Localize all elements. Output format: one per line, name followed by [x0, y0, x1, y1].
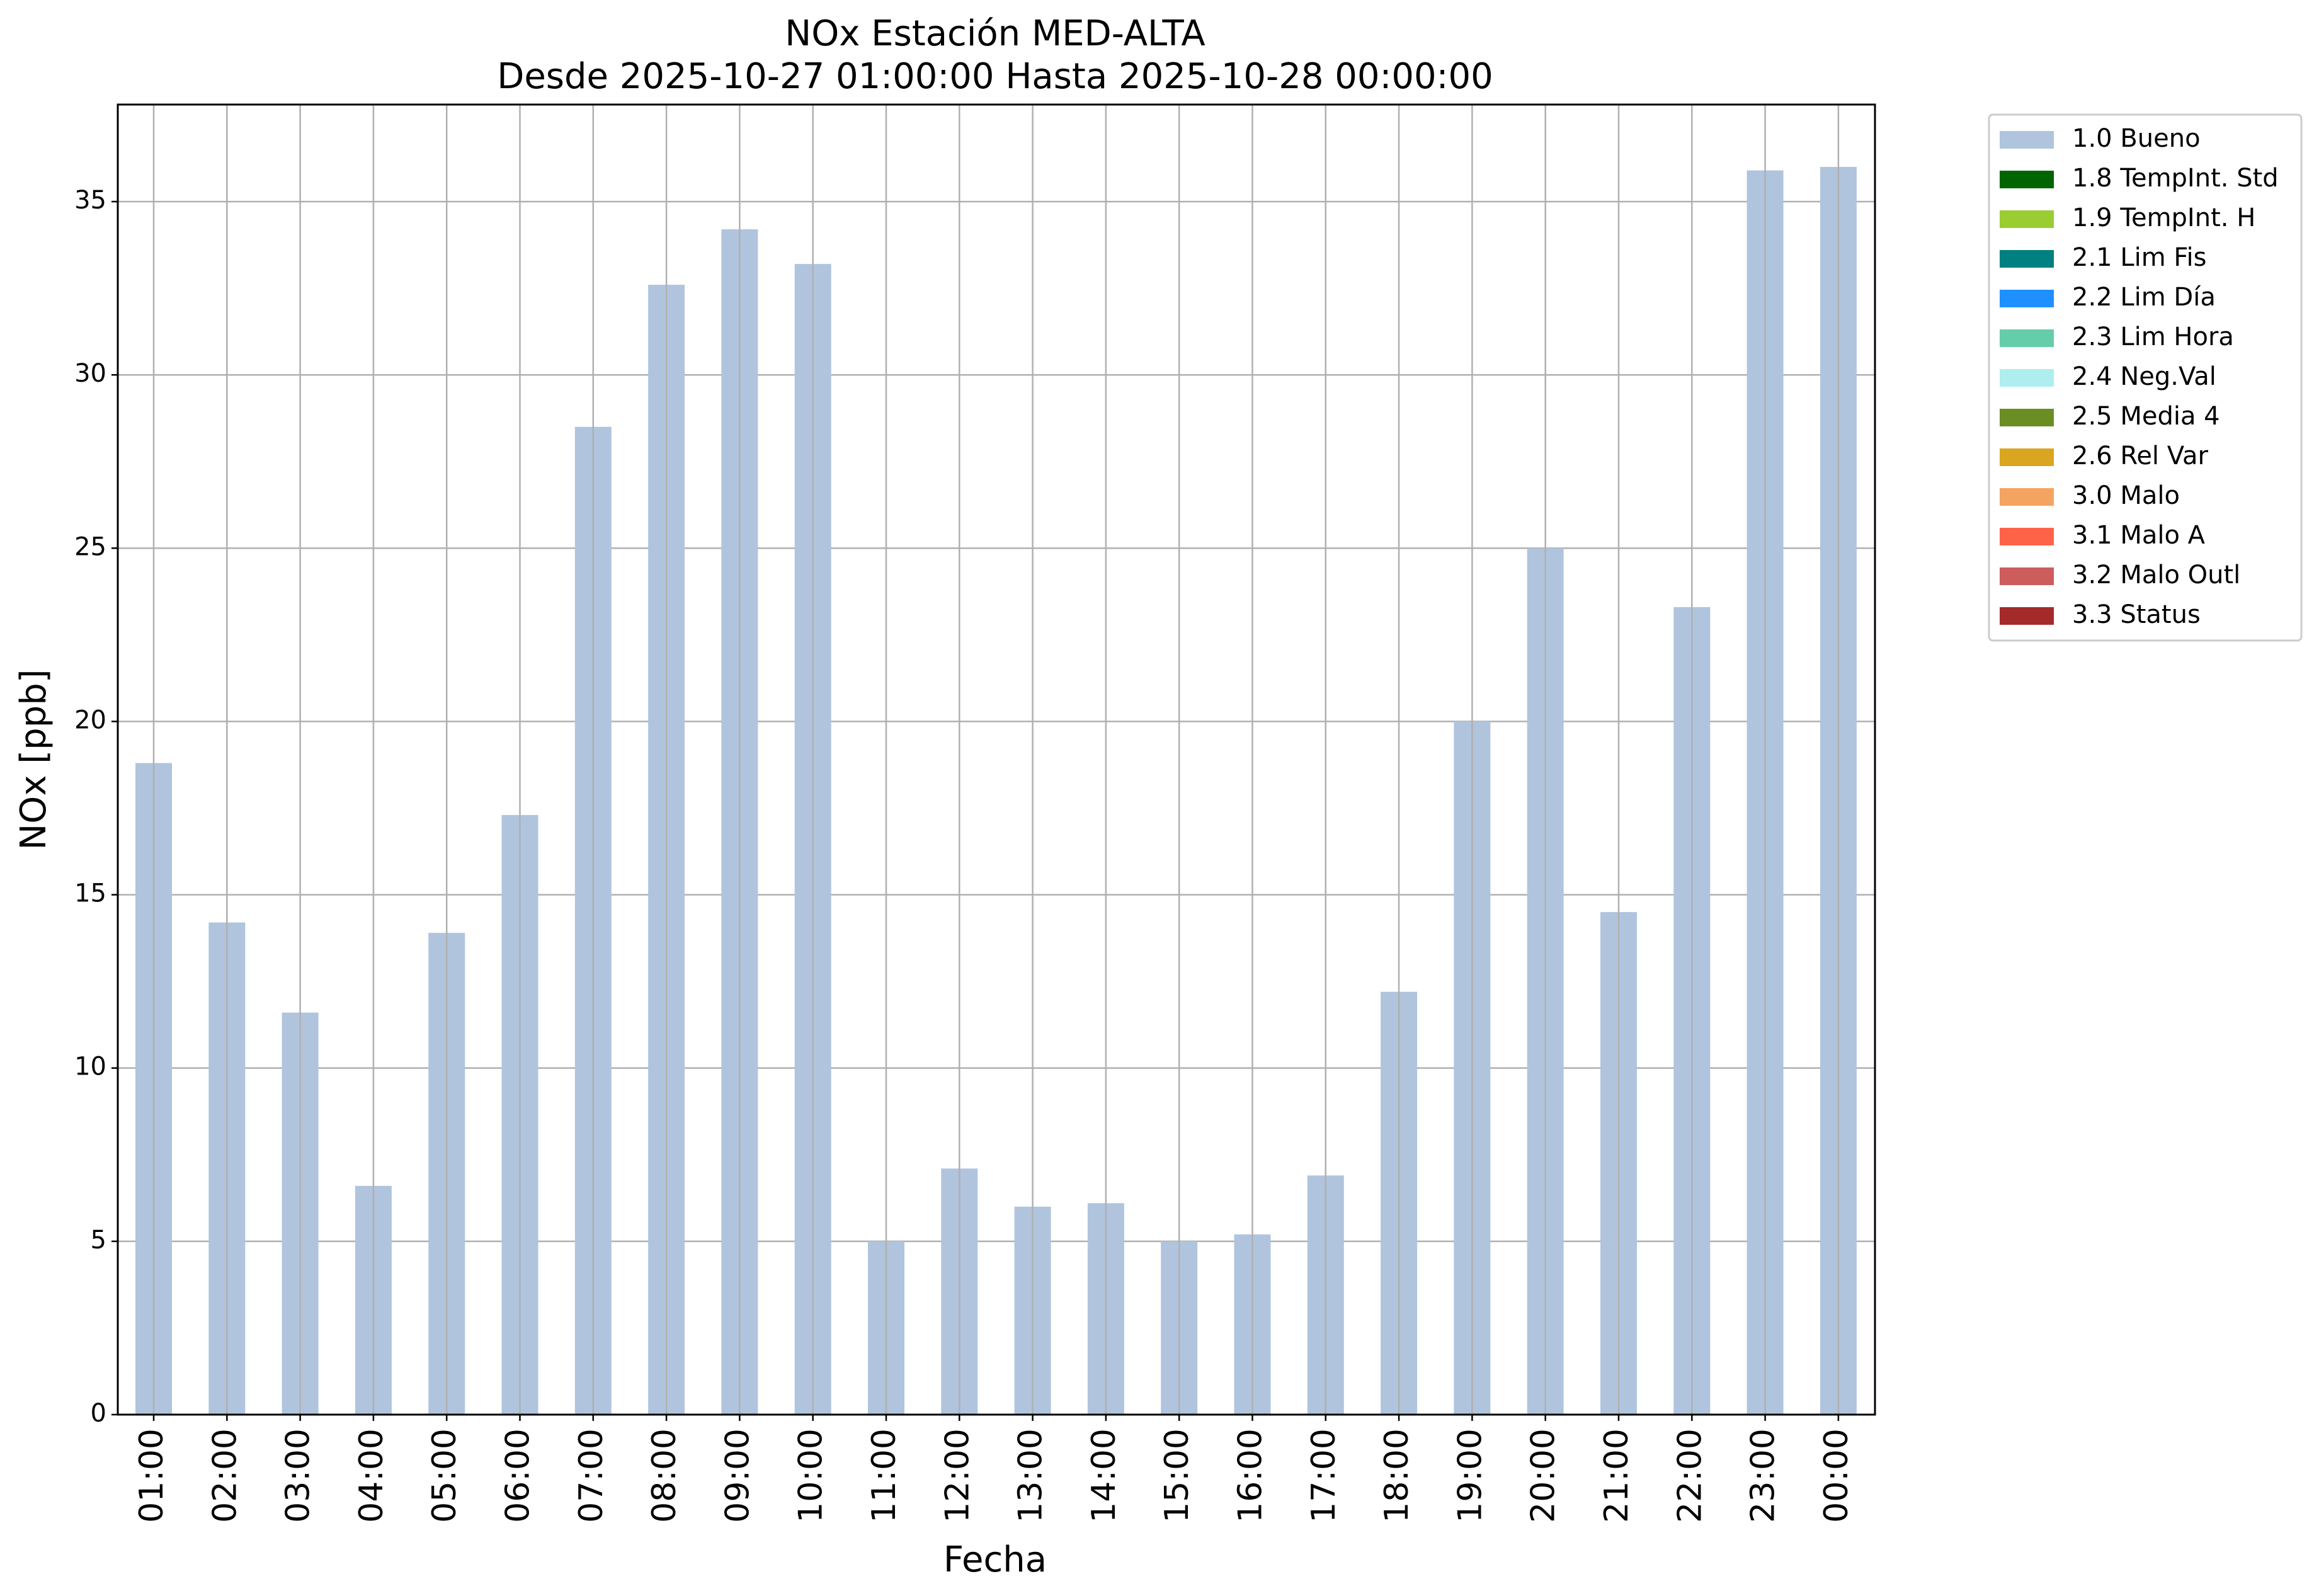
legend-swatch: [2000, 448, 2054, 466]
y-tick-label: 0: [91, 1399, 106, 1428]
x-tick-label: 23:00: [1745, 1428, 1782, 1523]
x-tick-label: 05:00: [426, 1428, 464, 1523]
x-tick-label: 02:00: [206, 1428, 244, 1523]
x-tick-label: 10:00: [792, 1428, 830, 1523]
legend-swatch: [2000, 567, 2054, 585]
legend-entry: 2.6 Rel Var: [2072, 442, 2209, 470]
legend-swatch: [2000, 329, 2054, 347]
x-tick-label: 07:00: [573, 1428, 610, 1523]
x-axis-label: Fecha: [943, 1539, 1047, 1580]
legend-swatch: [2000, 607, 2054, 625]
legend-swatch: [2000, 290, 2054, 307]
x-tick-label: 00:00: [1818, 1428, 1855, 1523]
x-tick-label: 14:00: [1085, 1428, 1123, 1523]
chart-title: NOx Estación MED-ALTA: [785, 13, 1205, 54]
legend-swatch: [2000, 369, 2054, 387]
legend-entry: 1.9 TempInt. H: [2072, 203, 2255, 232]
x-tick-label: 21:00: [1598, 1428, 1636, 1523]
legend-entry: 3.0 Malo: [2072, 481, 2180, 510]
legend-entry: 2.1 Lim Fis: [2072, 243, 2206, 272]
y-tick-label: 35: [74, 186, 106, 215]
y-tick-label: 20: [74, 705, 106, 734]
x-tick-label: 03:00: [280, 1428, 317, 1523]
legend-swatch: [2000, 528, 2054, 545]
x-tick-label: 20:00: [1525, 1428, 1563, 1523]
y-axis-label: NOx [ppb]: [13, 669, 54, 850]
legend-entry: 3.3 Status: [2072, 600, 2201, 629]
legend-entry: 2.4 Neg.Val: [2072, 362, 2216, 391]
plot-frame: [117, 103, 1876, 1416]
y-tick-label: 15: [74, 879, 106, 908]
x-tick-label: 18:00: [1378, 1428, 1416, 1523]
legend-swatch: [2000, 210, 2054, 228]
x-tick-label: 12:00: [938, 1428, 976, 1523]
x-tick-label: 04:00: [353, 1428, 390, 1523]
y-tick-label: 25: [74, 532, 106, 561]
legend-entry: 3.1 Malo A: [2072, 521, 2206, 550]
x-tick-label: 01:00: [133, 1428, 171, 1523]
legend-swatch: [2000, 488, 2054, 506]
x-tick-label: 16:00: [1232, 1428, 1270, 1523]
y-axis-ticks: 0 5 10 15 20 25 30 35: [74, 186, 118, 1428]
legend-swatch: [2000, 409, 2054, 426]
x-tick-label: 22:00: [1671, 1428, 1709, 1523]
legend-swatch: [2000, 131, 2054, 149]
legend-entry: 2.2 Lim Día: [2072, 283, 2216, 312]
y-tick-label: 10: [74, 1052, 106, 1081]
x-tick-label: 08:00: [646, 1428, 683, 1523]
x-tick-label: 06:00: [499, 1428, 537, 1523]
legend: 1.0 Bueno 1.8 TempInt. Std 1.9 TempInt. H 2…: [1988, 113, 2303, 642]
legend-swatch: [2000, 171, 2054, 188]
legend-entry: 2.5 Media 4: [2072, 402, 2220, 431]
x-tick-label: 13:00: [1012, 1428, 1050, 1523]
bars: [135, 105, 1857, 1415]
x-axis-ticks: 01:00 02:00 03:00 04:00 05:00 06:00 07:00 08:00…: [133, 1415, 1855, 1523]
y-tick-label: 30: [74, 359, 106, 388]
legend-entry: 2.3 Lim Hora: [2072, 322, 2234, 351]
legend-entry: 1.8 TempInt. Std: [2072, 164, 2279, 193]
legend-swatch: [2000, 250, 2054, 268]
x-tick-label: 19:00: [1451, 1428, 1489, 1523]
grid: [118, 200, 1875, 1416]
y-tick-label: 5: [91, 1226, 106, 1255]
legend-entry: 1.0 Bueno: [2072, 124, 2201, 153]
chart-subtitle: Desde 2025-10-27 01:00:00 Hasta 2025-10-…: [497, 56, 1493, 97]
x-tick-label: 17:00: [1305, 1428, 1343, 1523]
x-tick-label: 15:00: [1158, 1428, 1196, 1523]
x-tick-label: 09:00: [719, 1428, 756, 1523]
legend-box: [1988, 113, 2303, 642]
legend-entry: 3.2 Malo Outl: [2072, 561, 2240, 590]
x-tick-label: 11:00: [865, 1428, 903, 1523]
